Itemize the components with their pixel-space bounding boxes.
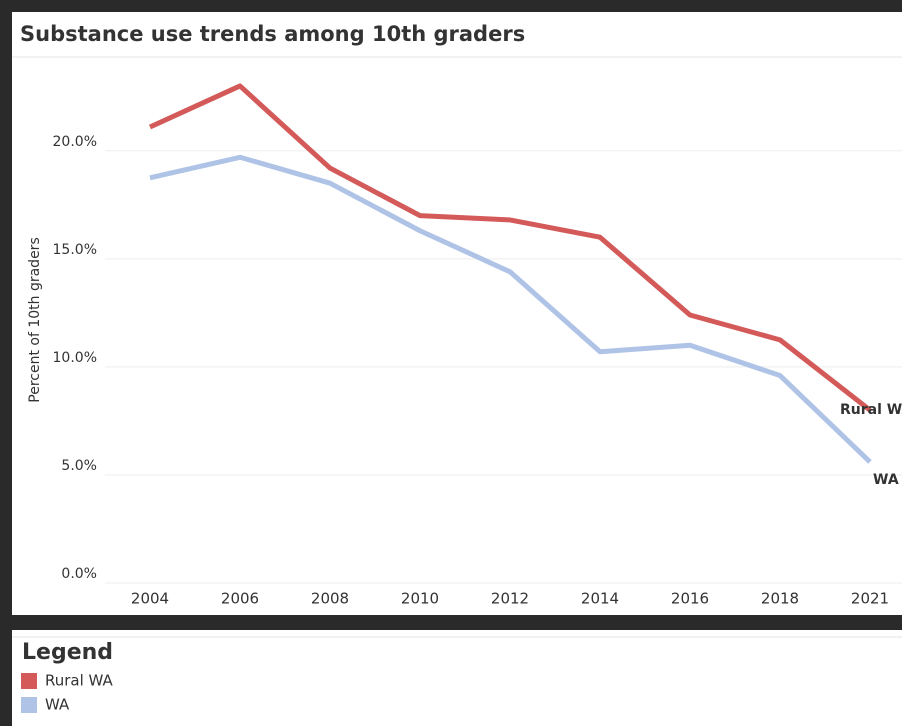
legend-swatch [21, 697, 37, 713]
x-tick-label: 2008 [311, 590, 349, 608]
x-tick-label: 2012 [491, 590, 529, 608]
end-label: Rural WA [840, 402, 902, 418]
y-tick-label: 15.0% [53, 242, 97, 258]
legend-title: Legend [22, 640, 113, 665]
x-tick-label: 2006 [221, 590, 259, 608]
x-tick-label: 2018 [761, 590, 799, 608]
y-axis-label: Percent of 10th graders [27, 237, 43, 402]
legend-label: WA [45, 696, 70, 714]
x-tick-label: 2016 [671, 590, 709, 608]
chart-title: Substance use trends among 10th graders [20, 22, 525, 46]
x-tick-label: 2010 [401, 590, 439, 608]
x-tick-label: 2004 [131, 590, 169, 608]
y-tick-label: 10.0% [53, 350, 97, 366]
legend-label: Rural WA [45, 672, 114, 690]
y-tick-label: 0.0% [61, 566, 97, 582]
end-label: WA [873, 472, 899, 488]
chart-panel [12, 12, 902, 615]
legend-panel [12, 630, 902, 726]
y-tick-label: 5.0% [61, 458, 97, 474]
y-tick-label: 20.0% [53, 134, 97, 150]
x-tick-label: 2014 [581, 590, 619, 608]
x-tick-label: 2021 [851, 590, 889, 608]
legend-swatch [21, 673, 37, 689]
series-line [148, 83, 872, 413]
series-line [149, 154, 872, 464]
